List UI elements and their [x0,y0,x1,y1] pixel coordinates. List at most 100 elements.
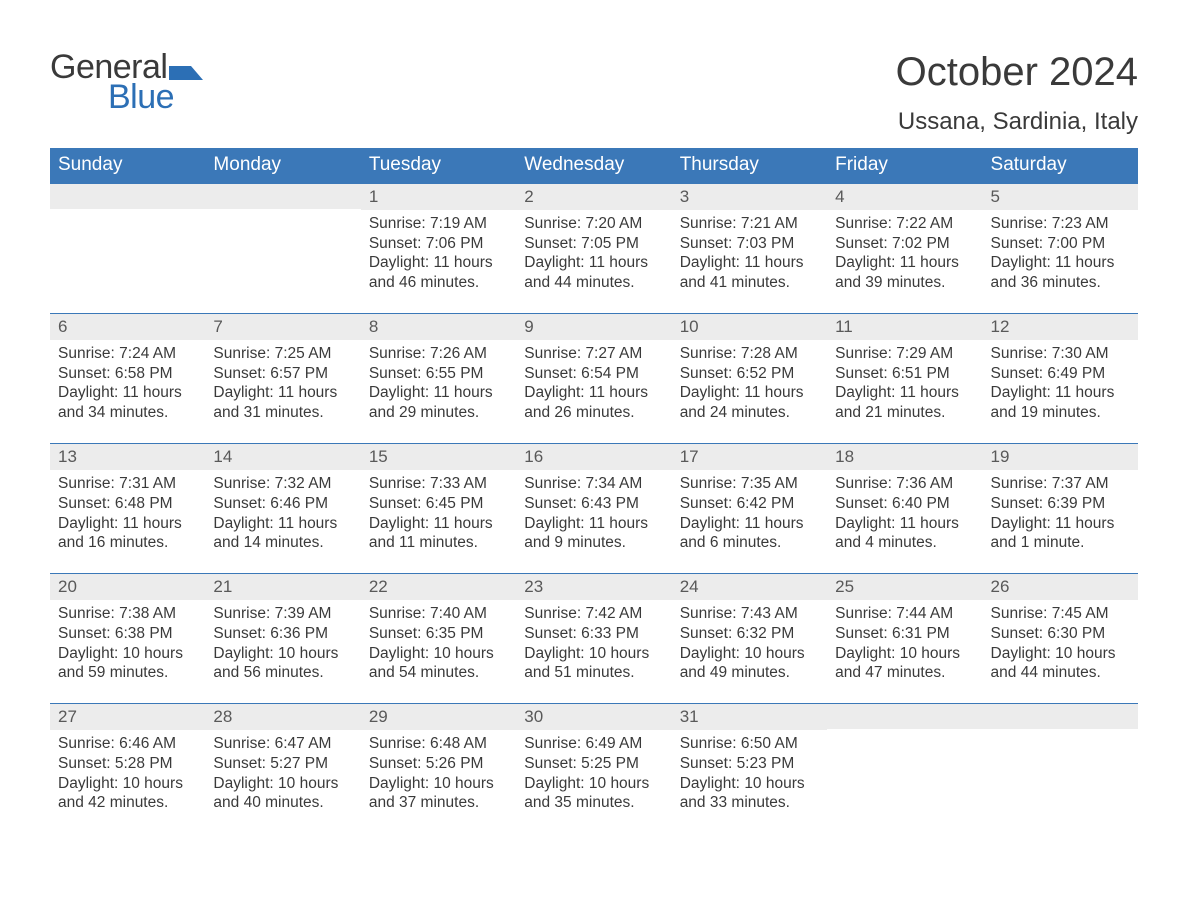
day-cell: 27Sunrise: 6:46 AMSunset: 5:28 PMDayligh… [50,704,205,833]
day-number: 5 [983,184,1138,210]
daylight-line: Daylight: 11 hours and 41 minutes. [680,253,819,293]
day-number: 7 [205,314,360,340]
daylight-label: Daylight: [58,775,123,792]
sunset-label: Sunset: [369,495,426,512]
day-number: 12 [983,314,1138,340]
day-cell: 26Sunrise: 7:45 AMSunset: 6:30 PMDayligh… [983,574,1138,703]
daylight-line: Daylight: 10 hours and 47 minutes. [835,644,974,684]
sunset-line: Sunset: 6:49 PM [991,364,1130,384]
sunset-line: Sunset: 6:38 PM [58,624,197,644]
daylight-line: Daylight: 11 hours and 6 minutes. [680,514,819,554]
sunset-value: 6:31 PM [892,625,950,642]
daylight-line: Daylight: 11 hours and 16 minutes. [58,514,197,554]
sunset-line: Sunset: 6:35 PM [369,624,508,644]
sunset-label: Sunset: [680,495,737,512]
sunrise-label: Sunrise: [369,475,430,492]
sunset-label: Sunset: [369,625,426,642]
day-body: Sunrise: 7:23 AMSunset: 7:00 PMDaylight:… [983,210,1138,293]
sunset-value: 6:42 PM [737,495,795,512]
day-cell: 8Sunrise: 7:26 AMSunset: 6:55 PMDaylight… [361,314,516,443]
day-body: Sunrise: 7:30 AMSunset: 6:49 PMDaylight:… [983,340,1138,423]
day-cell: 28Sunrise: 6:47 AMSunset: 5:27 PMDayligh… [205,704,360,833]
weekday-header: Tuesday [361,148,516,183]
weekday-header: Wednesday [516,148,671,183]
day-cell [827,704,982,833]
sunrise-line: Sunrise: 7:38 AM [58,604,197,624]
day-body: Sunrise: 6:50 AMSunset: 5:23 PMDaylight:… [672,730,827,813]
sunrise-line: Sunrise: 7:25 AM [213,344,352,364]
day-number: 4 [827,184,982,210]
sunrise-line: Sunrise: 7:34 AM [524,474,663,494]
sunrise-value: 7:26 AM [430,345,487,362]
sunrise-line: Sunrise: 7:37 AM [991,474,1130,494]
daylight-line: Daylight: 11 hours and 31 minutes. [213,383,352,423]
sunrise-value: 7:23 AM [1052,215,1109,232]
day-body: Sunrise: 7:40 AMSunset: 6:35 PMDaylight:… [361,600,516,683]
day-cell: 9Sunrise: 7:27 AMSunset: 6:54 PMDaylight… [516,314,671,443]
sunrise-line: Sunrise: 7:31 AM [58,474,197,494]
day-body: Sunrise: 6:48 AMSunset: 5:26 PMDaylight:… [361,730,516,813]
day-body: Sunrise: 7:34 AMSunset: 6:43 PMDaylight:… [516,470,671,553]
sunset-label: Sunset: [991,625,1048,642]
weekday-header: Monday [205,148,360,183]
sunrise-value: 7:19 AM [430,215,487,232]
daylight-label: Daylight: [680,515,745,532]
day-body: Sunrise: 7:35 AMSunset: 6:42 PMDaylight:… [672,470,827,553]
day-number: 1 [361,184,516,210]
flag-icon [169,58,203,84]
sunset-value: 6:39 PM [1047,495,1105,512]
weekday-header: Sunday [50,148,205,183]
sunrise-label: Sunrise: [835,605,896,622]
day-number: 30 [516,704,671,730]
day-body: Sunrise: 7:24 AMSunset: 6:58 PMDaylight:… [50,340,205,423]
sunrise-line: Sunrise: 6:49 AM [524,734,663,754]
sunset-value: 7:02 PM [892,235,950,252]
daylight-line: Daylight: 11 hours and 11 minutes. [369,514,508,554]
daylight-line: Daylight: 11 hours and 39 minutes. [835,253,974,293]
daylight-line: Daylight: 10 hours and 54 minutes. [369,644,508,684]
month-title: October 2024 [896,50,1138,94]
sunset-label: Sunset: [991,235,1048,252]
daylight-label: Daylight: [524,645,589,662]
day-number: 24 [672,574,827,600]
sunrise-line: Sunrise: 7:27 AM [524,344,663,364]
daylight-label: Daylight: [835,384,900,401]
sunrise-value: 6:47 AM [275,735,332,752]
sunrise-label: Sunrise: [369,345,430,362]
sunset-line: Sunset: 7:03 PM [680,234,819,254]
sunrise-label: Sunrise: [680,215,741,232]
daylight-line: Daylight: 10 hours and 37 minutes. [369,774,508,814]
day-body: Sunrise: 7:29 AMSunset: 6:51 PMDaylight:… [827,340,982,423]
day-number: 19 [983,444,1138,470]
sunset-value: 5:23 PM [737,755,795,772]
week-row: 1Sunrise: 7:19 AMSunset: 7:06 PMDaylight… [50,183,1138,313]
sunrise-line: Sunrise: 7:28 AM [680,344,819,364]
sunset-line: Sunset: 5:25 PM [524,754,663,774]
sunrise-label: Sunrise: [213,605,274,622]
daylight-line: Daylight: 11 hours and 19 minutes. [991,383,1130,423]
day-number: 21 [205,574,360,600]
day-body: Sunrise: 7:37 AMSunset: 6:39 PMDaylight:… [983,470,1138,553]
day-body: Sunrise: 6:47 AMSunset: 5:27 PMDaylight:… [205,730,360,813]
sunrise-value: 7:24 AM [119,345,176,362]
sunrise-value: 7:39 AM [275,605,332,622]
day-number: 13 [50,444,205,470]
day-body: Sunrise: 7:39 AMSunset: 6:36 PMDaylight:… [205,600,360,683]
sunset-value: 5:28 PM [115,755,173,772]
sunset-line: Sunset: 6:55 PM [369,364,508,384]
daylight-line: Daylight: 11 hours and 9 minutes. [524,514,663,554]
sunrise-value: 6:46 AM [119,735,176,752]
day-body: Sunrise: 7:19 AMSunset: 7:06 PMDaylight:… [361,210,516,293]
sunrise-label: Sunrise: [835,345,896,362]
sunrise-line: Sunrise: 7:26 AM [369,344,508,364]
sunrise-label: Sunrise: [58,345,119,362]
sunset-value: 7:03 PM [737,235,795,252]
sunrise-label: Sunrise: [58,605,119,622]
day-number: 18 [827,444,982,470]
sunset-line: Sunset: 6:33 PM [524,624,663,644]
day-number: 16 [516,444,671,470]
week-row: 6Sunrise: 7:24 AMSunset: 6:58 PMDaylight… [50,313,1138,443]
day-body: Sunrise: 7:21 AMSunset: 7:03 PMDaylight:… [672,210,827,293]
sunset-line: Sunset: 6:58 PM [58,364,197,384]
day-cell: 15Sunrise: 7:33 AMSunset: 6:45 PMDayligh… [361,444,516,573]
